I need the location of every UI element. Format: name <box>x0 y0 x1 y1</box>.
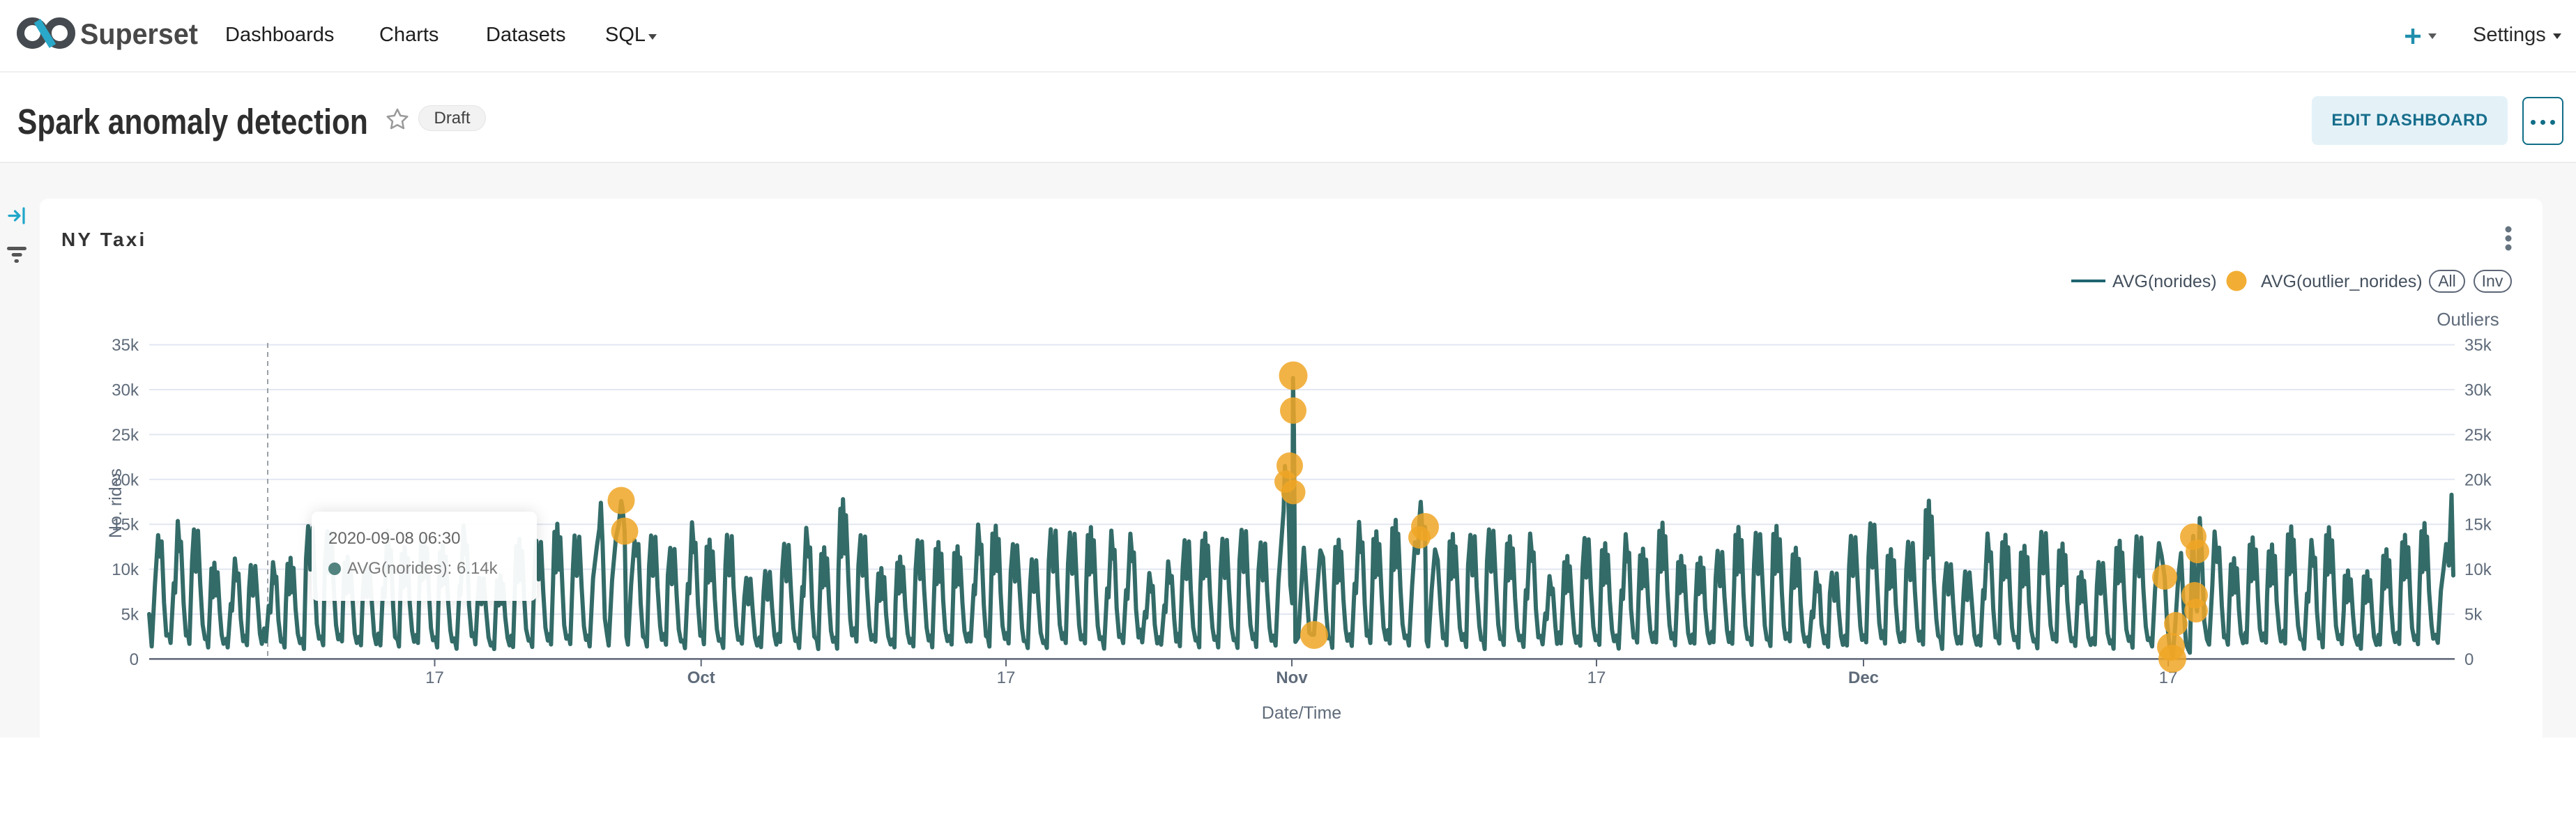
svg-text:15k: 15k <box>2464 516 2492 535</box>
svg-text:5k: 5k <box>2464 606 2483 625</box>
svg-text:20k: 20k <box>112 471 139 489</box>
svg-text:20k: 20k <box>2464 471 2492 489</box>
svg-text:25k: 25k <box>2464 426 2492 445</box>
svg-text:AVG(outlier_norides): AVG(outlier_norides) <box>2261 272 2423 291</box>
svg-text:17: 17 <box>997 668 1016 687</box>
svg-text:Oct: Oct <box>687 668 715 687</box>
svg-text:0: 0 <box>130 650 139 669</box>
svg-text:AVG(norides): AVG(norides) <box>2112 272 2217 291</box>
svg-text:Date/Time: Date/Time <box>1262 703 1341 723</box>
svg-text:0: 0 <box>2464 650 2474 669</box>
svg-text:17: 17 <box>425 668 444 687</box>
svg-text:All: All <box>2438 272 2456 290</box>
svg-text:17: 17 <box>1587 668 1606 687</box>
svg-text:15k: 15k <box>112 516 139 535</box>
svg-text:35k: 35k <box>2464 336 2492 355</box>
svg-text:Dec: Dec <box>1848 668 1879 687</box>
svg-text:30k: 30k <box>2464 381 2492 400</box>
svg-text:25k: 25k <box>112 426 139 445</box>
svg-text:Outliers: Outliers <box>2437 309 2499 330</box>
svg-text:10k: 10k <box>112 560 139 579</box>
svg-text:5k: 5k <box>121 606 139 625</box>
svg-text:Nov: Nov <box>1276 668 1308 687</box>
svg-text:35k: 35k <box>112 336 139 355</box>
svg-text:30k: 30k <box>112 381 139 400</box>
svg-text:Inv: Inv <box>2482 272 2503 290</box>
svg-text:10k: 10k <box>2464 560 2492 579</box>
svg-text:No. rides: No. rides <box>106 468 125 538</box>
